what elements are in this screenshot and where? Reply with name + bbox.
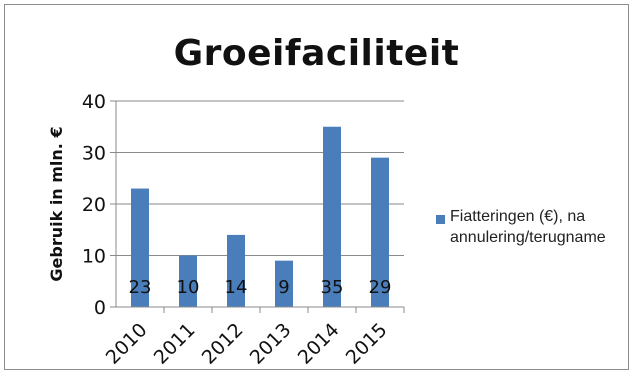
chart-title: Groeifaciliteit bbox=[173, 33, 460, 74]
legend-swatch bbox=[436, 215, 445, 224]
data-label: 14 bbox=[225, 277, 248, 298]
x-tick-label: 2011 bbox=[150, 319, 200, 369]
x-tick-label: 2014 bbox=[294, 319, 344, 369]
bar bbox=[275, 260, 293, 307]
y-tick-label: 20 bbox=[82, 194, 106, 216]
y-axis-title: Gebruik in mln. € bbox=[47, 126, 66, 281]
x-tick-label: 2015 bbox=[342, 319, 392, 369]
y-tick-label: 30 bbox=[82, 143, 106, 165]
data-label: 10 bbox=[177, 277, 200, 298]
data-label: 35 bbox=[321, 277, 344, 298]
data-label: 29 bbox=[369, 277, 392, 298]
bar bbox=[371, 157, 389, 307]
legend-label: Fiatteringen (€), na annulering/terugnam… bbox=[450, 208, 606, 246]
data-label: 23 bbox=[129, 277, 152, 298]
x-tick-label: 2012 bbox=[198, 319, 248, 369]
bar bbox=[227, 234, 245, 307]
bar bbox=[179, 255, 197, 307]
y-tick-label: 10 bbox=[82, 246, 106, 268]
bar bbox=[131, 188, 149, 307]
y-tick-label: 0 bbox=[94, 297, 106, 319]
data-label: 9 bbox=[278, 277, 289, 298]
x-tick-label: 2013 bbox=[246, 319, 296, 369]
chart-area: Groeifaciliteit bbox=[4, 4, 629, 370]
x-tick-label: 2010 bbox=[102, 319, 152, 369]
y-tick-label: 40 bbox=[82, 91, 106, 113]
bar bbox=[323, 126, 341, 307]
